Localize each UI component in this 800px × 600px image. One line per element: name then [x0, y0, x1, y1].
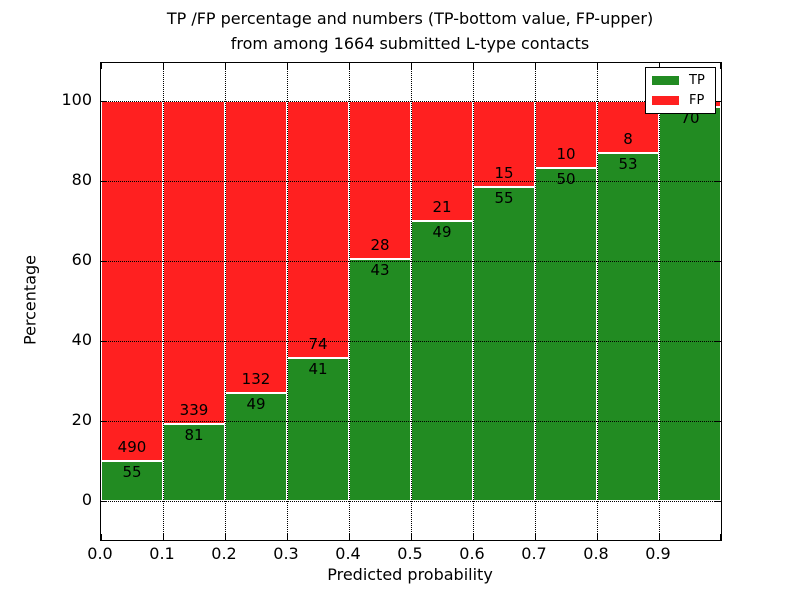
- x-tick-label: 0.2: [211, 544, 237, 563]
- x-tick-mark: [287, 534, 288, 540]
- tp-bar-segment: [535, 167, 597, 501]
- x-tick-mark: [535, 534, 536, 540]
- x-tick-mark: [101, 534, 102, 540]
- x-tick-mark: [720, 534, 721, 540]
- fp-bar-segment: [225, 101, 287, 393]
- x-tick-mark: [101, 63, 102, 69]
- y-tick-mark: [715, 341, 721, 342]
- x-tick-mark: [597, 534, 598, 540]
- v-gridline: [473, 63, 474, 540]
- y-tick-mark: [101, 341, 107, 342]
- tp-bar-segment: [101, 460, 163, 501]
- x-tick-mark: [720, 63, 721, 69]
- x-tick-mark: [473, 534, 474, 540]
- x-tick-mark: [659, 63, 660, 69]
- v-gridline: [535, 63, 536, 540]
- x-tick-mark: [287, 63, 288, 69]
- x-tick-mark: [349, 534, 350, 540]
- x-tick-label: 0.0: [87, 544, 113, 563]
- x-tick-mark: [411, 534, 412, 540]
- y-tick-mark: [101, 501, 107, 502]
- tp-bar-segment: [411, 221, 473, 501]
- x-tick-mark: [597, 63, 598, 69]
- legend-item-fp: FP: [652, 93, 709, 108]
- x-tick-mark: [225, 534, 226, 540]
- y-tick-mark: [101, 181, 107, 182]
- x-tick-label: 0.3: [273, 544, 299, 563]
- y-tick-mark: [715, 101, 721, 102]
- v-gridline: [597, 63, 598, 540]
- y-tick-mark: [715, 181, 721, 182]
- y-tick-label: 20: [71, 410, 92, 429]
- tp-bar-segment: [225, 392, 287, 501]
- tp-bar-segment: [163, 423, 225, 501]
- chart-title: TP /FP percentage and numbers (TP-bottom…: [100, 6, 720, 56]
- fp-bar-segment: [287, 101, 349, 359]
- y-tick-mark: [101, 421, 107, 422]
- chart-title-line2: from among 1664 submitted L-type contact…: [230, 34, 590, 53]
- v-gridline: [659, 63, 660, 540]
- x-tick-label: 0.4: [335, 544, 361, 563]
- legend-item-tp: TP: [652, 73, 709, 88]
- y-tick-label: 60: [71, 250, 92, 269]
- x-tick-label: 0.1: [149, 544, 175, 563]
- y-tick-mark: [715, 421, 721, 422]
- x-tick-label: 0.9: [645, 544, 671, 563]
- fp-bar-segment: [163, 101, 225, 424]
- x-tick-mark: [163, 534, 164, 540]
- tp-bar-segment: [659, 106, 721, 501]
- x-tick-label: 0.7: [521, 544, 547, 563]
- x-tick-label: 0.5: [397, 544, 423, 563]
- x-tick-label: 0.6: [459, 544, 485, 563]
- tp-bar-segment: [349, 258, 411, 501]
- legend-label: FP: [689, 92, 705, 108]
- x-tick-label: 0.8: [583, 544, 609, 563]
- chart-title-line1: TP /FP percentage and numbers (TP-bottom…: [166, 9, 654, 28]
- x-tick-mark: [659, 534, 660, 540]
- x-tick-mark: [225, 63, 226, 69]
- x-tick-mark: [535, 63, 536, 69]
- fp-bar-segment: [101, 101, 163, 461]
- legend-swatch-fp: [652, 95, 679, 105]
- tp-bar-segment: [287, 358, 349, 501]
- fp-bar-segment: [411, 101, 473, 221]
- y-tick-label: 40: [71, 330, 92, 349]
- fp-bar-segment: [473, 101, 535, 187]
- legend-label: TP: [689, 73, 705, 89]
- v-gridline: [287, 63, 288, 540]
- v-gridline: [349, 63, 350, 540]
- x-tick-mark: [349, 63, 350, 69]
- y-tick-label: 0: [81, 490, 92, 509]
- y-tick-label: 80: [71, 170, 92, 189]
- fp-bar-segment: [349, 101, 411, 259]
- v-gridline: [411, 63, 412, 540]
- y-tick-mark: [715, 501, 721, 502]
- tp-bar-segment: [473, 186, 535, 501]
- y-tick-mark: [101, 101, 107, 102]
- x-tick-mark: [473, 63, 474, 69]
- y-tick-label: 100: [61, 90, 92, 109]
- y-axis-label: Percentage: [20, 254, 40, 346]
- fp-bar-segment: [535, 101, 597, 168]
- plot-area: 490 55 339 81 132 49 74 41 28 43 21 49 15 55 10 50 8 53 70: [100, 62, 722, 541]
- x-axis-label: Predicted probability: [327, 565, 493, 584]
- tp-bar-segment: [597, 153, 659, 501]
- x-tick-mark: [163, 63, 164, 69]
- x-tick-mark: [411, 63, 412, 69]
- legend-swatch-tp: [652, 76, 679, 86]
- y-tick-mark: [715, 261, 721, 262]
- v-gridline: [225, 63, 226, 540]
- y-tick-mark: [101, 261, 107, 262]
- v-gridline: [163, 63, 164, 540]
- legend: TP FP: [645, 67, 716, 114]
